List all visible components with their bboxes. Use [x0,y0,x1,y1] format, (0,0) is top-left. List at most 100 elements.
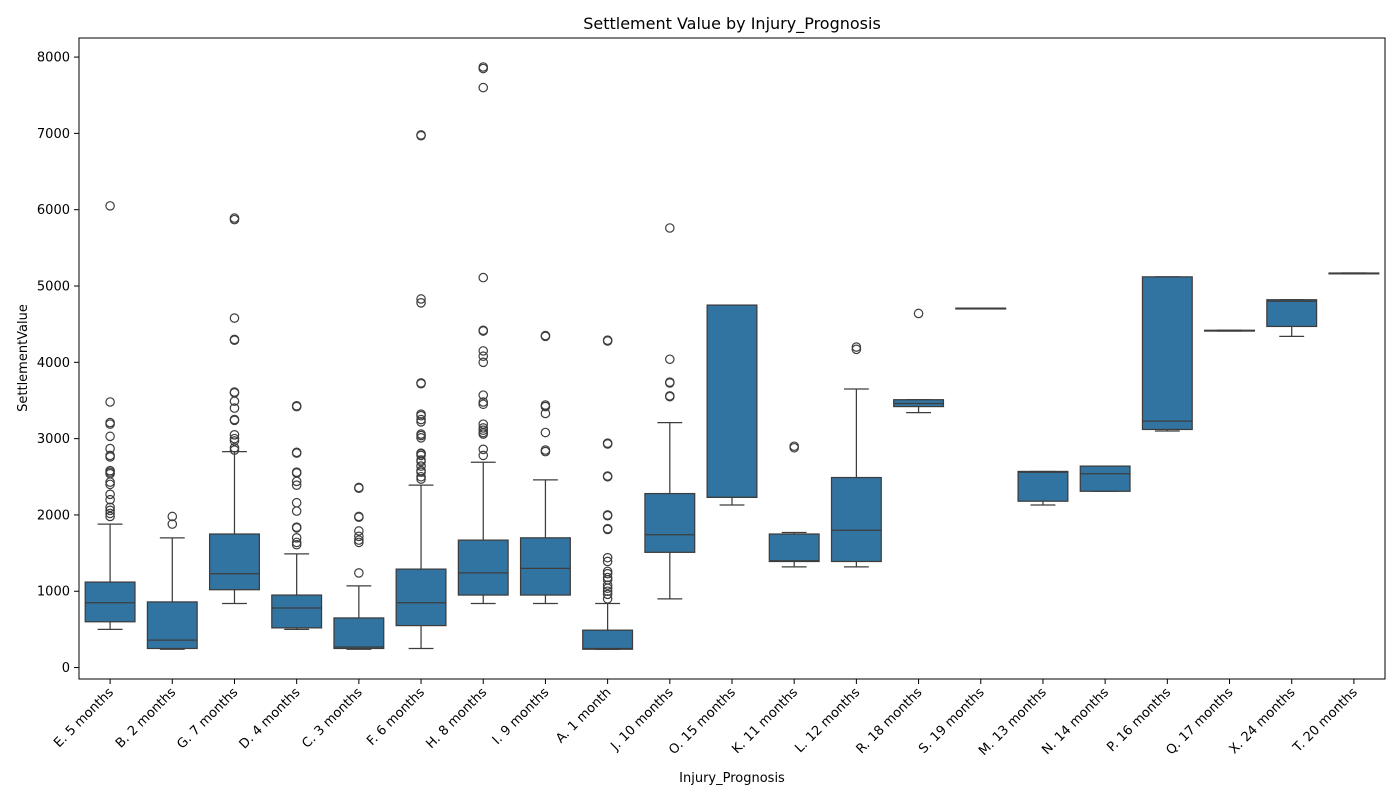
outlier-point [602,552,613,563]
y-tick-label: 7000 [37,127,70,142]
outlier-point [478,346,489,356]
outlier-point [416,465,426,476]
outlier-point [602,594,613,604]
outlier-point [416,461,426,471]
y-tick-label: 2000 [37,508,70,523]
box-iqr [395,568,447,627]
outlier-point [229,213,240,223]
y-tick-label: 3000 [37,432,70,447]
outlier-point [354,531,364,542]
outlier-point [665,377,675,387]
outlier-point [105,508,115,519]
outlier-point [105,417,115,428]
box-iqr [582,629,634,650]
box-iqr [1141,276,1193,431]
box-iqr [644,492,696,553]
outlier-point [540,445,551,455]
outlier-point [105,502,115,513]
y-tick-label: 4000 [37,356,70,371]
outlier-point [602,510,613,520]
outlier-point [291,401,302,411]
x-tick-label: Q. 17 months [1163,685,1236,758]
box-iqr [333,617,385,650]
box-iqr [146,601,198,650]
outlier-point [602,572,613,583]
outlier-point [416,130,426,140]
box-iqr [830,476,882,563]
outlier-point [478,351,489,362]
y-tick-label: 5000 [37,280,70,295]
outlier-point [602,589,613,600]
x-tick-label: A. 1 month [553,685,614,746]
outlier-point [105,511,115,522]
outlier-point [167,511,178,522]
x-tick-label: K. 11 months [729,685,801,757]
box-iqr [208,533,260,591]
box-iqr [706,304,758,499]
x-axis-label: Injury_Prognosis [679,771,785,786]
x-tick-label: X. 24 months [1227,685,1299,757]
x-tick-label: O. 15 months [666,685,739,758]
outlier-point [478,419,489,429]
x-tick-label: N. 14 months [1039,685,1112,758]
plot-frame [78,37,1386,680]
outlier-point [416,448,426,458]
outlier-point [478,357,489,368]
y-axis-label: SettlementValue [16,304,31,412]
x-tick-label: J. 10 months [608,685,677,754]
outlier-point [478,397,489,407]
outlier-point [105,397,115,407]
outlier-point [229,387,240,397]
outlier-point [354,568,364,578]
box-iqr [768,533,820,563]
outlier-point [291,506,302,516]
outlier-point [105,431,115,442]
box-iqr [1017,470,1069,502]
outlier-point [602,438,613,449]
outlier-point [354,535,364,545]
outlier-point [229,430,240,440]
outlier-point [602,556,613,567]
outlier-point [105,494,115,505]
x-tick-label: D. 4 months [237,685,304,752]
outlier-point [229,403,240,413]
outlier-point [602,580,613,590]
outlier-point [416,414,426,425]
outlier-point [229,433,240,444]
box-iqr [271,594,323,629]
outlier-point [602,471,613,481]
outlier-point [478,444,489,455]
box-iqr [457,539,509,596]
y-tick-label: 0 [62,661,70,676]
outlier-point [602,523,613,534]
outlier-point [478,325,489,336]
outlier-point [105,201,115,211]
outlier-point [416,455,426,465]
outlier-point [105,443,115,454]
box-iqr [519,537,571,596]
x-tick-label: L. 12 months [792,685,863,756]
outlier-point [291,522,302,532]
outlier-point [602,586,613,597]
outlier-point [478,62,489,72]
outlier-point [416,378,426,388]
outlier-point [105,489,115,500]
outlier-point [602,335,613,345]
outlier-point [105,450,115,461]
outlier-point [229,414,240,425]
y-tick-label: 6000 [37,203,70,218]
outlier-point [229,442,240,453]
outlier-point [229,334,240,345]
x-tick-label: H. 8 months [423,685,490,752]
outlier-point [291,533,302,543]
outlier-point [478,82,489,93]
outlier-point [354,511,364,522]
outlier-point [913,308,924,319]
outlier-point [789,441,799,452]
x-tick-label: C. 3 months [299,685,365,751]
x-tick-label: T. 20 months [1290,685,1361,756]
outlier-point [354,482,364,493]
outlier-point [540,427,551,438]
